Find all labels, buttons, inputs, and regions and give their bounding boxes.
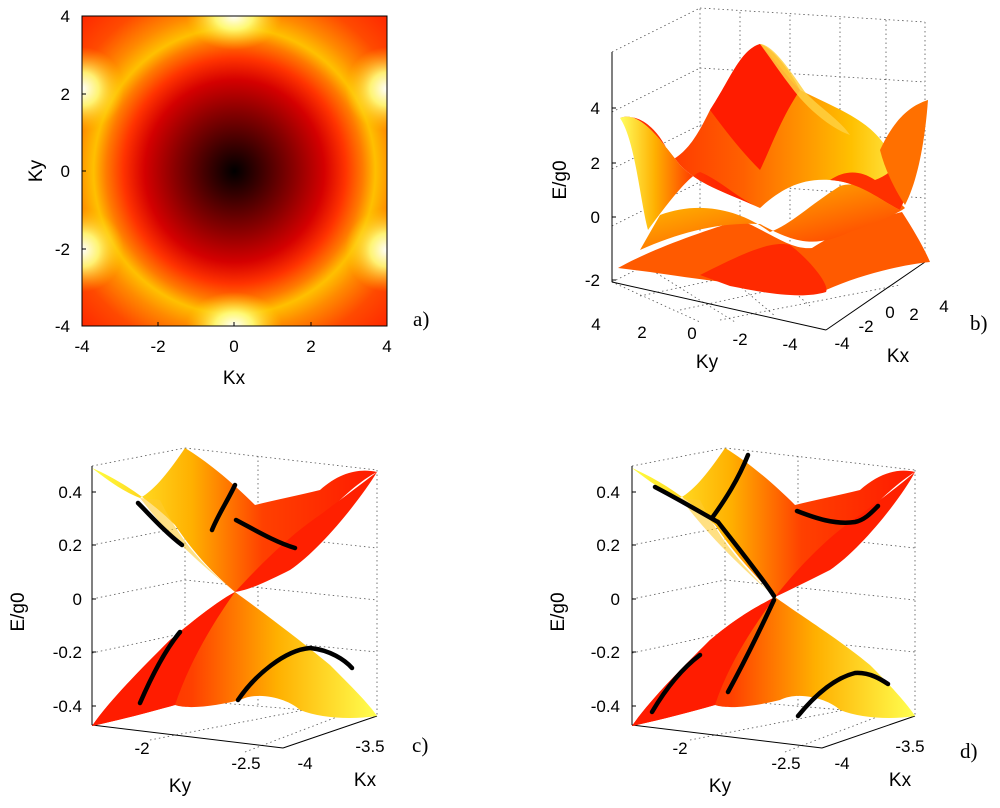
panel-b-z-tick-label: 2 (591, 154, 600, 173)
panel-c-xlabel: Kx (354, 770, 377, 791)
panel-c-z-tick-label: 0 (73, 590, 82, 609)
panel-c-x-tick-label: -4 (297, 754, 312, 773)
panel-d-z-tick-label: 0.2 (596, 536, 620, 555)
panel-b-y-tick-label: -4 (782, 335, 797, 354)
panel-c: 0.4 0.2 0 -0.2 -0.4 -2 -2.5 -3.5 -4 E/g0 Ky Kx… (8, 447, 428, 797)
panel-d: 0.4 0.2 0 -0.2 -0.4 -2 -2.5 -3.5 -4 E/g0 Ky Kx… (548, 447, 978, 797)
panel-d-x-tick-label: -4 (834, 754, 849, 773)
panel-b-x-tick-label: 2 (909, 305, 918, 324)
panel-b-x-tick-label: 0 (885, 303, 894, 322)
panel-b-yaxis (611, 281, 827, 331)
panel-c-y-tick-label: -2 (134, 739, 149, 758)
panel-b-z-tick-label: 4 (591, 99, 600, 118)
panel-b-xaxis (825, 261, 926, 331)
panel-a-yticks: -4 -2 0 2 4 (55, 7, 86, 336)
panel-a-xticks: -4 -2 0 2 4 (74, 322, 392, 356)
panel-b-y-tick-label: -2 (732, 330, 747, 349)
panel-a-y-tick-label: 0 (61, 162, 70, 181)
panel-a-y-tick-label: 4 (61, 7, 70, 26)
panel-a-y-tick-label: 2 (61, 85, 70, 104)
panel-d-y-tick-label: -2 (672, 739, 687, 758)
panel-a-y-tick-label: -2 (55, 240, 70, 259)
panel-c-ylabel: Ky (169, 776, 192, 797)
panel-b-y-tick-label: 2 (637, 323, 646, 342)
panel-b-y-tick-label: 4 (591, 315, 600, 334)
panel-a-label: a) (413, 307, 429, 331)
panel-a-y-tick-label: -4 (55, 317, 70, 336)
panel-c-label: c) (412, 733, 428, 757)
panel-a-x-tick-label: 4 (382, 337, 391, 356)
panel-d-xlabel: Kx (889, 770, 912, 791)
panel-a-x-tick-label: 2 (306, 337, 315, 356)
panel-d-z-tick-label: -0.2 (591, 643, 620, 662)
panel-a-heatmap (82, 16, 387, 326)
panel-c-yticks: -2 -2.5 (134, 739, 260, 773)
panel-b-surface (618, 44, 930, 296)
panel-d-z-tick-label: -0.4 (591, 697, 620, 716)
panel-a: -4 -2 0 2 4 -4 -2 0 2 4 Kx Ky a) (26, 7, 429, 389)
panel-c-z-tick-label: 0.2 (58, 536, 82, 555)
panel-b-x-tick-label: -2 (858, 317, 873, 336)
panel-b-ylabel: Ky (696, 352, 719, 373)
panel-a-x-tick-label: -4 (74, 337, 89, 356)
panel-c-z-tick-label: 0.4 (58, 483, 82, 502)
panel-c-zlabel: E/g0 (8, 592, 29, 631)
panel-c-y-tick-label: -2.5 (231, 754, 260, 773)
panel-c-xticks: -3.5 -4 (297, 737, 384, 773)
panel-d-ylabel: Ky (709, 776, 732, 797)
panel-b-xlabel: Kx (887, 346, 910, 367)
panel-d-label: d) (960, 739, 978, 763)
panel-d-zticks: 0.4 0.2 0 -0.2 -0.4 (591, 483, 636, 716)
panel-b-x-tick-label: 4 (939, 297, 948, 316)
panel-d-z-tick-label: 0.4 (596, 483, 620, 502)
panel-c-x-tick-label: -3.5 (355, 737, 384, 756)
panel-c-zticks: 0.4 0.2 0 -0.2 -0.4 (53, 483, 96, 716)
panel-a-x-tick-label: 0 (229, 337, 238, 356)
panel-b-xticks: -4 -2 0 2 4 (834, 297, 948, 353)
panel-d-zlabel: E/g0 (548, 592, 569, 631)
panel-b-zlabel: E/g0 (550, 160, 571, 199)
panel-d-xaxis (821, 715, 916, 749)
panel-b-x-tick-label: -4 (834, 334, 849, 353)
panel-d-z-tick-label: 0 (611, 590, 620, 609)
panel-d-surface (632, 448, 915, 726)
panel-c-z-tick-label: -0.2 (53, 643, 82, 662)
panel-b-yticks: 4 2 0 -2 -4 (591, 315, 797, 354)
panel-d-x-tick-label: -3.5 (895, 737, 924, 756)
panel-b-z-tick-label: 0 (591, 208, 600, 227)
panel-d-curves (649, 452, 891, 719)
panel-b-zticks: -2 0 2 4 (585, 99, 616, 290)
panel-b-z-tick-label: -2 (585, 271, 600, 290)
panel-a-x-tick-label: -2 (150, 337, 165, 356)
panel-c-xaxis (282, 715, 378, 749)
panel-a-xlabel: Kx (223, 368, 246, 389)
panel-b-label: b) (970, 311, 988, 335)
panel-c-yaxis (91, 724, 284, 749)
panel-c-curves (135, 482, 355, 706)
panel-d-xticks: -3.5 -4 (834, 737, 924, 773)
panel-d-y-tick-label: -2.5 (771, 754, 800, 773)
panel-c-z-tick-label: -0.4 (53, 697, 82, 716)
panel-b-y-tick-label: 0 (687, 324, 696, 343)
panel-d-yaxis (631, 724, 823, 749)
panel-d-yticks: -2 -2.5 (672, 739, 800, 773)
panel-a-ylabel: Ky (26, 159, 47, 182)
